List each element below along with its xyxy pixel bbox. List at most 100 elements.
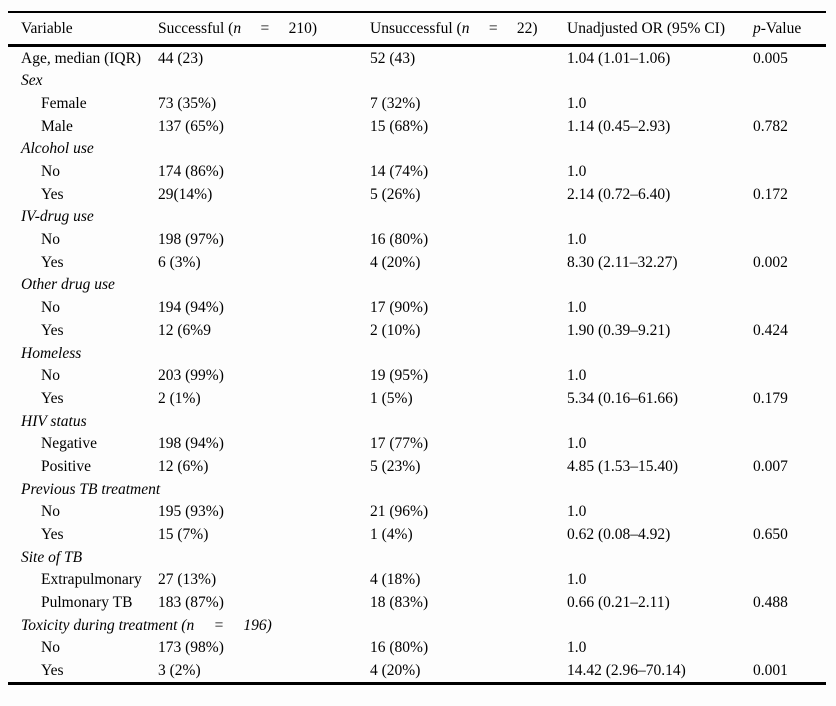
or-cell: 0.66 (0.21–2.11) (567, 594, 670, 612)
pvalue-cell (753, 206, 826, 229)
pvalue-cell (753, 342, 826, 365)
or-cell: 1.0 (567, 503, 587, 521)
or-cell: 8.30 (2.11–32.27) (567, 253, 678, 271)
header-unsuccessful-n: n (461, 19, 470, 37)
section-row: Previous TB treatment (8, 478, 826, 501)
table-row: Yes 15 (7%) 1 (4%) 0.62 (0.08–4.92) 0.650 (8, 523, 826, 546)
unsuccessful-cell: 52 (43) (370, 49, 416, 67)
unsuccessful-cell: 5 (23%) (370, 457, 421, 475)
or-cell: 1.0 (567, 639, 587, 657)
pvalue-cell (753, 546, 826, 569)
table-row: Yes 29(14%) 5 (26%) 2.14 (0.72–6.40) 0.172 (8, 183, 826, 206)
or-cell (567, 274, 753, 297)
unsuccessful-cell (370, 410, 567, 433)
or-cell (567, 206, 753, 229)
pvalue-cell: 0.650 (753, 526, 788, 544)
header-p-value-post: -Value (760, 19, 802, 37)
unsuccessful-cell (370, 206, 567, 229)
pvalue-cell (753, 160, 826, 183)
regression-outcomes-table: Variable Successful (n = 210) Unsuccessf… (8, 11, 826, 686)
unsuccessful-cell: 15 (68%) (370, 117, 429, 135)
header-row: Variable Successful (n = 210) Unsuccessf… (8, 11, 826, 47)
pvalue-cell (753, 92, 826, 115)
variable-cell: Other drug use (21, 276, 115, 294)
table-row: No 203 (99%) 19 (95%) 1.0 (8, 365, 826, 388)
unsuccessful-cell (370, 546, 567, 569)
variable-cell: No (41, 503, 60, 521)
unsuccessful-cell: 4 (18%) (370, 571, 421, 589)
pvalue-cell (753, 637, 826, 660)
pvalue-cell: 0.005 (753, 49, 788, 67)
section-row: Other drug use (8, 274, 826, 297)
variable-cell: No (41, 639, 60, 657)
unsuccessful-cell: 5 (26%) (370, 185, 421, 203)
unsuccessful-cell: 17 (90%) (370, 299, 429, 317)
section-row: Sex (8, 70, 826, 93)
header-unsuccessful-pre: Unsuccessful ( (370, 19, 462, 37)
header-variable: Variable (8, 11, 158, 47)
pvalue-cell: 0.424 (753, 321, 788, 339)
header-p-value-p: p (753, 19, 761, 37)
successful-cell: 198 (94%) (158, 435, 224, 453)
variable-cell: Previous TB treatment (21, 480, 161, 498)
or-cell: 1.0 (567, 367, 587, 385)
or-cell: 1.0 (567, 299, 587, 317)
variable-cell: Alcohol use (21, 140, 94, 158)
successful-cell (158, 206, 370, 229)
pvalue-cell: 0.172 (753, 185, 788, 203)
variable-cell: Homeless (21, 344, 82, 362)
table-row: Positive 12 (6%) 5 (23%) 4.85 (1.53–15.40) 0… (8, 455, 826, 478)
table-row: Yes 3 (2%) 4 (20%) 14.42 (2.96–70.14) 0.001 (8, 659, 826, 686)
unsuccessful-cell (370, 614, 567, 637)
table-row: No 173 (98%) 16 (80%) 1.0 (8, 637, 826, 660)
table-header: Variable Successful (n = 210) Unsuccessf… (8, 11, 826, 47)
unsuccessful-cell: 16 (80%) (370, 231, 429, 249)
page: { "table": { "background": "#fdfdfd", "t… (0, 11, 836, 706)
header-successful-n: n (233, 19, 242, 37)
header-successful-pre: Successful ( (158, 19, 234, 37)
or-cell: 1.0 (567, 435, 587, 453)
or-cell (567, 70, 753, 93)
successful-cell: 73 (35%) (158, 94, 217, 112)
variable-cell: No (41, 367, 60, 385)
table-row: Age, median (IQR) 44 (23) 52 (43) 1.04 (1.0… (8, 46, 826, 70)
table-row: Pulmonary TB 183 (87%) 18 (83%) 0.66 (0.21–… (8, 592, 826, 615)
unsuccessful-cell: 14 (74%) (370, 163, 429, 181)
header-unadjusted-or: Unadjusted OR (95% CI) (567, 11, 753, 47)
table-row: No 174 (86%) 14 (74%) 1.0 (8, 160, 826, 183)
successful-cell (158, 70, 370, 93)
pvalue-cell (753, 501, 826, 524)
variable-cell: Positive (41, 457, 91, 475)
unsuccessful-cell: 1 (5%) (370, 389, 413, 407)
successful-cell (158, 342, 370, 365)
pvalue-cell (753, 229, 826, 252)
variable-cell: Sex (21, 72, 43, 90)
variable-cell: HIV status (21, 412, 87, 430)
or-cell: 1.0 (567, 94, 587, 112)
section-row: IV-drug use (8, 206, 826, 229)
or-cell (567, 546, 753, 569)
variable-cell: No (41, 299, 60, 317)
variable-cell: Yes (41, 389, 64, 407)
successful-cell: 29(14%) (158, 185, 213, 203)
successful-cell (158, 410, 370, 433)
successful-cell: 183 (87%) (158, 594, 224, 612)
pvalue-cell: 0.001 (753, 659, 826, 686)
variable-cell: Toxicity during treatment (n = 196) (21, 616, 272, 634)
or-cell: 1.0 (567, 231, 587, 249)
pvalue-cell (753, 297, 826, 320)
unsuccessful-cell (370, 70, 567, 93)
table-row: No 195 (93%) 21 (96%) 1.0 (8, 501, 826, 524)
or-cell: 0.62 (0.08–4.92) (567, 526, 671, 544)
pvalue-cell (753, 614, 826, 637)
successful-cell: 173 (98%) (158, 639, 224, 657)
successful-cell: 203 (99%) (158, 367, 224, 385)
table-row: Yes 12 (6%9 2 (10%) 1.90 (0.39–9.21) 0.424 (8, 319, 826, 342)
successful-cell: 194 (94%) (158, 299, 224, 317)
table-row: No 194 (94%) 17 (90%) 1.0 (8, 297, 826, 320)
successful-cell: 12 (6%) (158, 457, 209, 475)
section-row: Alcohol use (8, 138, 826, 161)
pvalue-cell: 0.002 (753, 253, 788, 271)
pvalue-cell (753, 138, 826, 161)
pvalue-cell (753, 365, 826, 388)
